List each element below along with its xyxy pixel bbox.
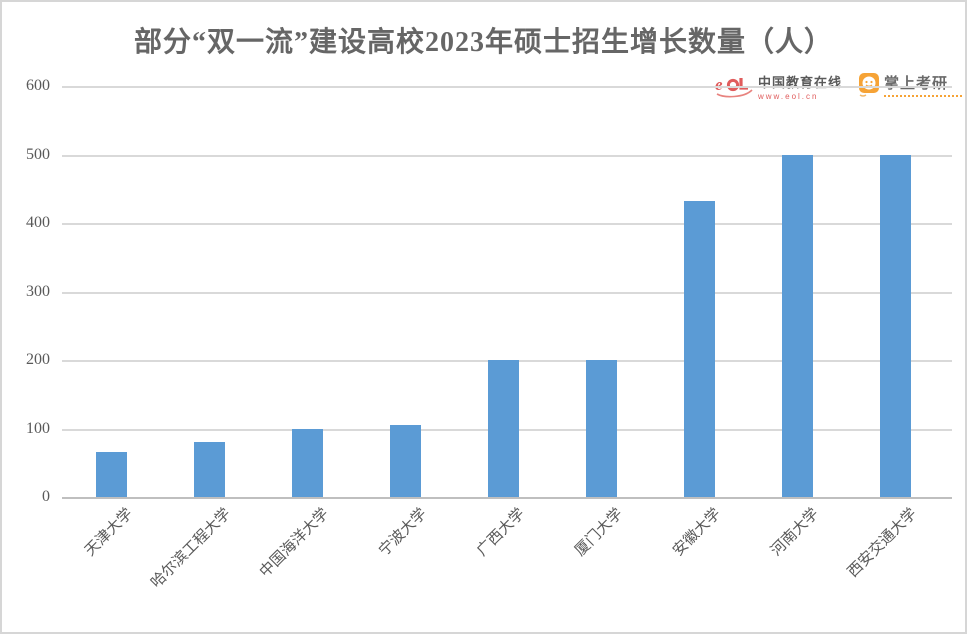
y-tick-label: 0	[42, 488, 50, 505]
zhangshang-kaoyan-fineprint	[884, 95, 963, 97]
bar-安徽大学	[684, 201, 715, 497]
chart-title: 部分“双一流”建设高校2023年硕士招生增长数量（人）	[133, 27, 833, 58]
y-tick-label: 500	[26, 145, 50, 163]
bar-天津大学	[96, 452, 127, 497]
y-tick-label: 400	[26, 214, 50, 231]
eol-url: www.eol.cn	[758, 92, 819, 101]
y-tick-label: 200	[26, 351, 50, 368]
bar-西安交通大学	[880, 154, 911, 497]
eol-logo-icon: e	[714, 72, 754, 107]
gridline	[62, 291, 952, 294]
bar-河南大学	[782, 154, 813, 497]
plot-area	[62, 86, 952, 499]
bar-广西大学	[488, 360, 519, 497]
svg-text:e: e	[715, 75, 723, 94]
y-tick-label: 100	[26, 419, 50, 437]
y-tick-label: 600	[26, 77, 50, 94]
bar-厦门大学	[586, 360, 617, 497]
bar-中国海洋大学	[292, 428, 323, 497]
bar-宁波大学	[390, 425, 421, 497]
gridline	[62, 154, 952, 157]
gridline	[62, 86, 952, 88]
x-axis-line	[62, 497, 952, 499]
bar-哈尔滨工程大学	[194, 442, 225, 497]
gridline	[62, 223, 952, 225]
y-tick-label: 300	[26, 282, 50, 300]
